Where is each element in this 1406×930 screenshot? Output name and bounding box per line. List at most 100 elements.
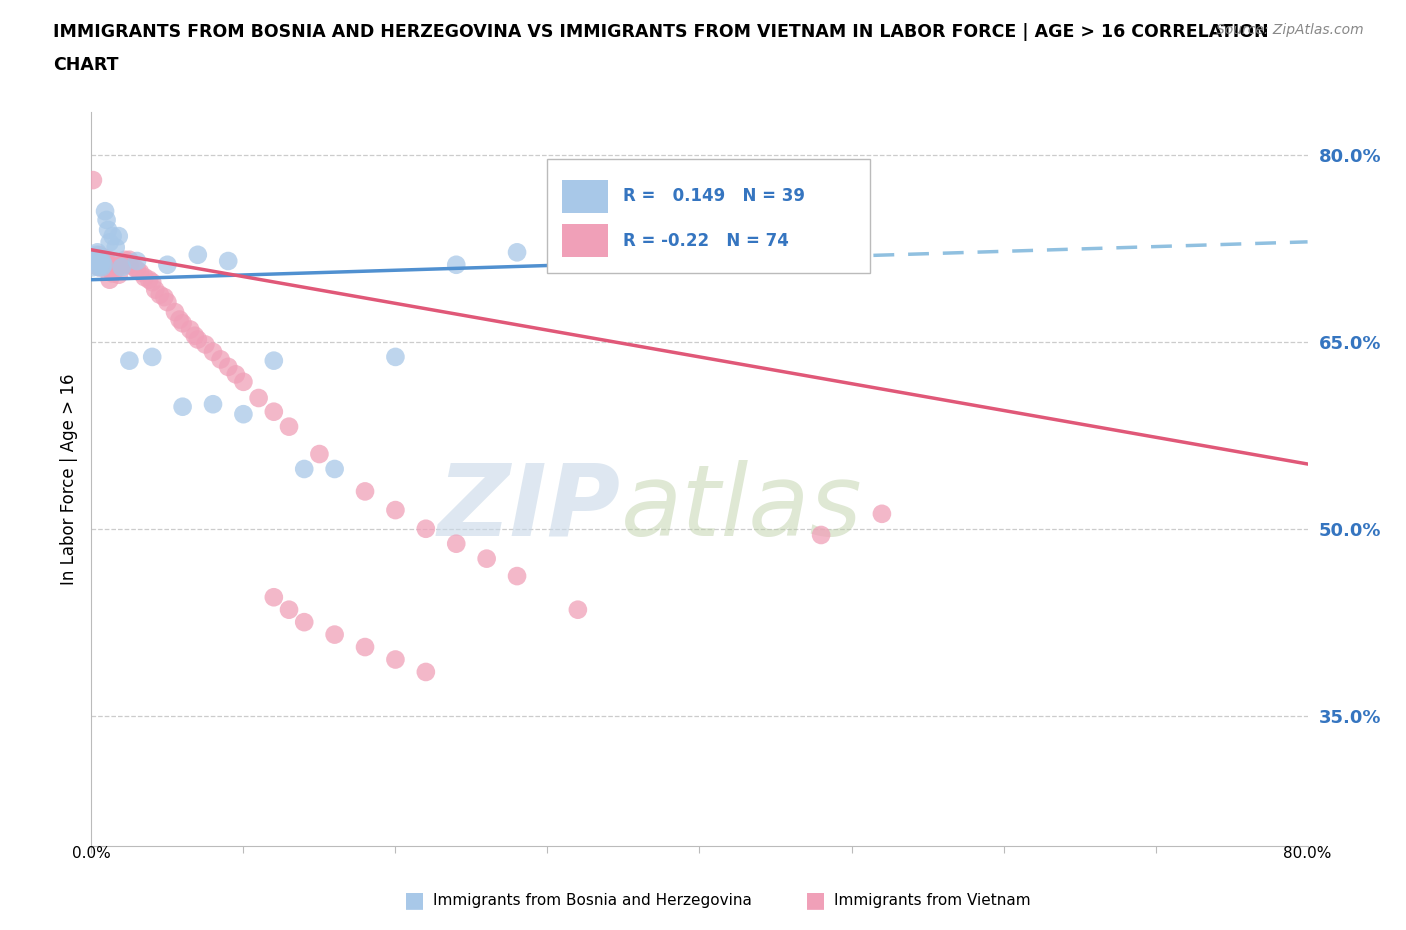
Point — [506, 245, 529, 259]
Text: Immigrants from Vietnam: Immigrants from Vietnam — [834, 893, 1031, 908]
Point — [91, 252, 114, 267]
Point — [86, 250, 108, 265]
Point — [415, 665, 437, 680]
Point — [278, 603, 301, 618]
Point — [97, 222, 120, 237]
Point — [82, 259, 104, 274]
Point — [83, 254, 105, 269]
Point — [415, 522, 437, 537]
Point — [247, 391, 270, 405]
Point — [89, 254, 111, 269]
Text: ZIP: ZIP — [437, 459, 620, 557]
Point — [567, 252, 589, 267]
Point — [87, 247, 110, 262]
Text: 0.0%: 0.0% — [72, 846, 111, 861]
Point — [153, 290, 176, 305]
Point — [870, 506, 893, 521]
Point — [97, 255, 120, 270]
Point — [125, 262, 148, 277]
Point — [567, 603, 589, 618]
Point — [217, 254, 239, 269]
Text: CHART: CHART — [53, 56, 120, 73]
Point — [93, 258, 115, 272]
Point — [104, 262, 127, 277]
Point — [444, 537, 467, 551]
Point — [202, 344, 225, 359]
Point — [107, 229, 129, 244]
Point — [209, 352, 232, 366]
Point — [138, 272, 160, 287]
Point — [292, 461, 315, 476]
Point — [163, 305, 186, 320]
Point — [114, 258, 136, 272]
Y-axis label: In Labor Force | Age > 16: In Labor Force | Age > 16 — [59, 373, 77, 585]
FancyBboxPatch shape — [562, 224, 609, 257]
Point — [444, 258, 467, 272]
Point — [384, 652, 406, 667]
Point — [89, 254, 111, 269]
Text: atlas: atlas — [620, 459, 862, 557]
Point — [118, 258, 141, 272]
Point — [202, 397, 225, 412]
Point — [143, 282, 166, 297]
Point — [323, 461, 346, 476]
Point — [118, 353, 141, 368]
Point — [103, 258, 125, 272]
Text: 80.0%: 80.0% — [1284, 846, 1331, 861]
Point — [354, 640, 377, 655]
Point — [93, 250, 115, 265]
Point — [111, 258, 134, 272]
Point — [129, 265, 152, 280]
Point — [187, 332, 209, 347]
Point — [89, 258, 111, 272]
Point — [84, 252, 107, 267]
FancyBboxPatch shape — [562, 179, 609, 213]
Text: ■: ■ — [405, 890, 425, 910]
Point — [627, 247, 650, 262]
Point — [810, 527, 832, 542]
Point — [308, 446, 330, 461]
Point — [225, 367, 247, 382]
Text: ■: ■ — [806, 890, 825, 910]
Point — [111, 259, 134, 274]
Point — [232, 375, 254, 390]
Point — [94, 252, 117, 267]
Point — [104, 240, 127, 255]
Point — [96, 259, 118, 274]
Point — [475, 551, 498, 566]
Point — [82, 173, 104, 188]
Point — [156, 295, 179, 310]
Point — [122, 259, 145, 274]
Text: Immigrants from Bosnia and Herzegovina: Immigrants from Bosnia and Herzegovina — [433, 893, 752, 908]
Point — [184, 328, 207, 343]
Point — [688, 254, 710, 269]
Point — [93, 255, 115, 270]
Point — [91, 259, 114, 274]
Point — [141, 350, 163, 365]
Point — [101, 266, 124, 281]
Point — [125, 254, 148, 269]
Point — [354, 484, 377, 498]
Point — [91, 254, 114, 269]
Point — [323, 627, 346, 642]
Point — [86, 254, 108, 269]
Point — [134, 270, 156, 285]
Point — [87, 259, 110, 274]
FancyBboxPatch shape — [547, 159, 870, 273]
Point — [83, 258, 105, 272]
Point — [263, 405, 285, 419]
Point — [96, 212, 118, 227]
Point — [263, 353, 285, 368]
Point — [141, 274, 163, 289]
Point — [84, 250, 107, 265]
Point — [87, 250, 110, 265]
Point — [278, 419, 301, 434]
Point — [86, 245, 108, 259]
Point — [263, 590, 285, 604]
Text: R = -0.22   N = 74: R = -0.22 N = 74 — [623, 232, 789, 250]
Point — [187, 247, 209, 262]
Point — [100, 262, 122, 277]
Point — [86, 254, 108, 269]
Point — [506, 568, 529, 583]
Point — [84, 247, 107, 262]
